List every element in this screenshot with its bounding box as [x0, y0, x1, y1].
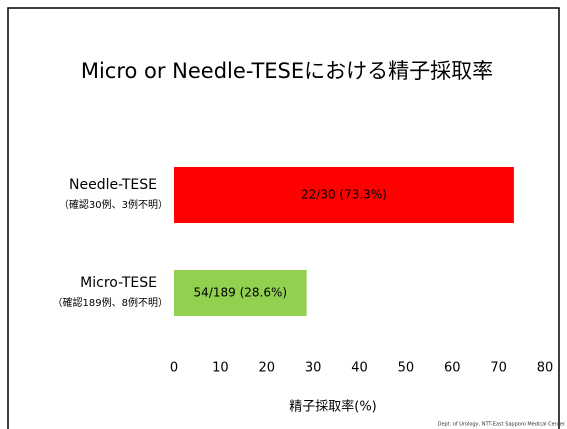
value-label: 22/30 (73.3%) — [301, 188, 387, 202]
x-tick-label: 20 — [258, 361, 275, 376]
category-label: Needle-TESE — [69, 177, 157, 193]
bar — [174, 270, 307, 316]
slide-frame — [7, 7, 560, 429]
category-note: （確認30例、3例不明） — [59, 198, 168, 211]
x-tick-label: 50 — [398, 361, 415, 376]
x-tick-label: 0 — [170, 361, 178, 376]
x-tick-label: 30 — [305, 361, 322, 376]
x-tick-label: 60 — [444, 361, 461, 376]
chart-title: Micro or Needle-TESEにおける精子採取率 — [81, 59, 493, 83]
bar — [174, 167, 514, 223]
value-label: 54/189 (28.6%) — [194, 286, 288, 300]
category-label: Micro-TESE — [80, 275, 157, 291]
x-tick-label: 80 — [537, 361, 554, 376]
x-axis-label: 精子採取率(%) — [289, 399, 377, 415]
x-tick-label: 10 — [212, 361, 229, 376]
x-tick-label: 70 — [490, 361, 507, 376]
footer: Dept. of Urology, NTT-East Sapporo Medic… — [438, 422, 566, 428]
x-tick-label: 40 — [351, 361, 368, 376]
category-note: （確認189例、8例不明） — [53, 296, 168, 309]
